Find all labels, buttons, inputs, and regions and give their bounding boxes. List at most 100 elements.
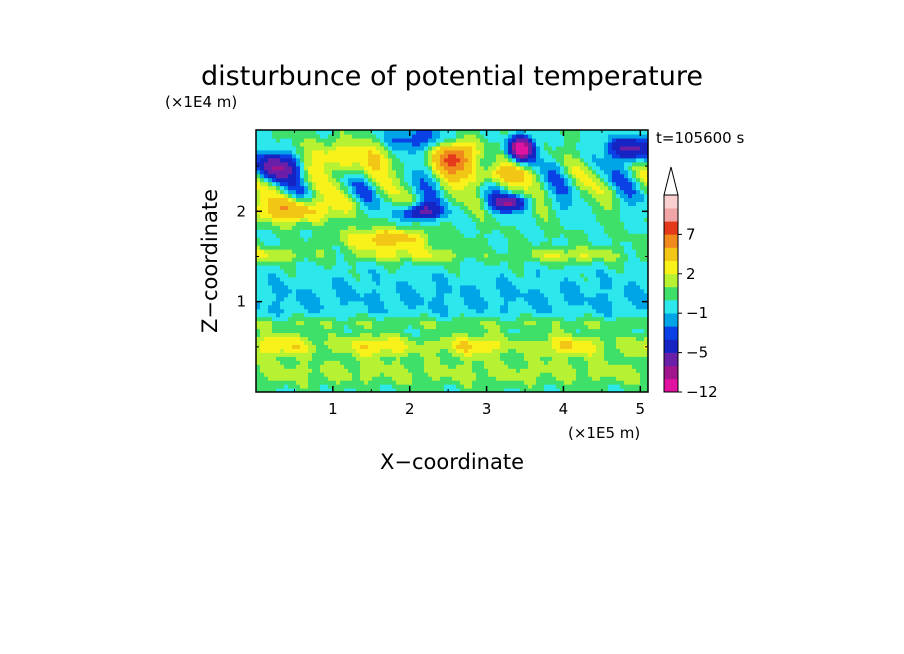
field-cell — [380, 380, 385, 385]
field-cell — [316, 193, 321, 199]
field-cell — [400, 316, 405, 322]
field-cell — [596, 320, 601, 326]
field-cell — [444, 249, 449, 254]
field-cell — [624, 237, 629, 242]
field-cell — [272, 368, 277, 373]
field-cell — [384, 213, 389, 218]
field-cell — [296, 261, 301, 266]
field-cell — [324, 217, 329, 222]
field-cell — [516, 380, 521, 385]
field-cell — [492, 257, 497, 262]
field-cell — [488, 201, 493, 207]
field-cell — [412, 213, 417, 218]
field-cell — [580, 336, 585, 341]
field-cell — [608, 209, 613, 214]
field-cell — [520, 340, 525, 345]
field-cell — [456, 348, 461, 353]
field-cell — [264, 304, 269, 310]
field-cell — [612, 316, 617, 322]
field-cell — [280, 197, 285, 203]
field-cell — [496, 304, 501, 310]
field-cell — [444, 380, 449, 385]
field-cell — [460, 356, 465, 361]
field-cell — [580, 356, 585, 361]
field-cell — [416, 324, 421, 330]
field-cell — [604, 249, 609, 254]
field-cell — [464, 324, 469, 330]
field-cell — [552, 368, 557, 373]
field-cell — [528, 292, 533, 298]
field-cell — [372, 316, 377, 322]
field-cell — [544, 308, 549, 314]
field-cell — [480, 324, 485, 330]
field-cell — [560, 213, 565, 218]
field-cell — [588, 205, 593, 210]
field-cell — [392, 261, 397, 266]
field-cell — [496, 348, 501, 353]
field-cell — [548, 205, 553, 210]
field-cell — [384, 253, 389, 258]
field-cell — [284, 221, 289, 226]
field-cell — [580, 344, 585, 349]
field-cell — [556, 229, 561, 234]
field-cell — [292, 272, 297, 278]
field-cell — [420, 292, 425, 298]
field-cell — [636, 312, 641, 318]
field-cell — [640, 332, 645, 338]
field-cell — [636, 304, 641, 310]
field-cell — [344, 257, 349, 262]
field-cell — [460, 308, 465, 314]
field-cell — [508, 352, 513, 357]
field-cell — [400, 384, 405, 389]
field-cell — [508, 280, 513, 286]
field-cell — [276, 253, 281, 258]
field-cell — [544, 249, 549, 254]
field-cell — [480, 308, 485, 314]
field-cell — [356, 348, 361, 353]
field-cell — [492, 348, 497, 353]
field-cell — [532, 272, 537, 278]
field-cell — [280, 380, 285, 385]
field-cell — [516, 201, 521, 207]
field-cell — [532, 372, 537, 377]
field-cell — [504, 300, 509, 306]
field-cell — [304, 257, 309, 262]
field-cell — [284, 300, 289, 306]
field-cell — [420, 344, 425, 349]
field-cell — [632, 268, 637, 274]
field-cell — [616, 376, 621, 381]
field-cell — [600, 384, 605, 389]
field-cell — [324, 225, 329, 230]
field-cell — [284, 237, 289, 242]
field-cell — [268, 233, 273, 238]
field-cell — [468, 364, 473, 369]
field-cell — [304, 292, 309, 298]
field-cell — [260, 261, 265, 266]
field-cell — [624, 229, 629, 234]
field-cell — [636, 284, 641, 290]
field-cell — [400, 352, 405, 357]
field-cell — [408, 304, 413, 310]
field-cell — [348, 292, 353, 298]
field-cell — [408, 225, 413, 230]
field-cell — [352, 268, 357, 274]
field-cell — [276, 229, 281, 234]
field-cell — [540, 348, 545, 353]
field-cell — [264, 261, 269, 266]
field-cell — [368, 257, 373, 262]
field-cell — [612, 253, 617, 258]
field-cell — [616, 320, 621, 326]
field-cell — [376, 344, 381, 349]
field-cell — [456, 304, 461, 310]
field-cell — [620, 292, 625, 298]
field-cell — [408, 205, 413, 210]
field-cell — [408, 292, 413, 298]
field-cell — [632, 316, 637, 322]
field-cell — [528, 245, 533, 250]
field-cell — [356, 225, 361, 230]
field-cell — [356, 189, 361, 195]
field-cell — [376, 340, 381, 345]
field-cell — [396, 336, 401, 341]
field-cell — [360, 225, 365, 230]
field-cell — [344, 364, 349, 369]
